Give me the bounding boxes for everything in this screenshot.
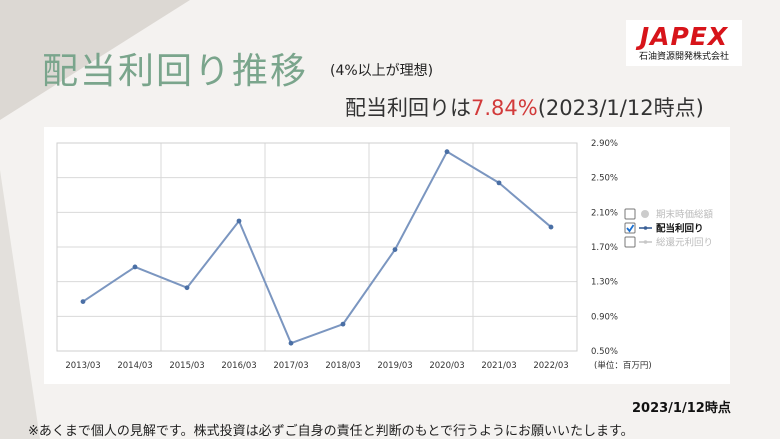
date-note: 2023/1/12時点 bbox=[632, 401, 731, 416]
page-title: 配当利回り推移 bbox=[42, 51, 309, 92]
unit-label: (単位：百万円) bbox=[594, 360, 652, 371]
headline: 配当利回りは7.84%(2023/1/12時点) bbox=[345, 92, 704, 122]
headline-suffix: (2023/1/12時点) bbox=[537, 96, 704, 120]
y-tick-label: 1.30% bbox=[591, 278, 618, 288]
disclaimer-footnote: ※あくまで個人の見解です。株式投資は必ずご自身の責任と判断のもとで行うようにお願… bbox=[28, 424, 634, 439]
page-subtitle: (4%以上が理想) bbox=[330, 63, 434, 79]
data-point bbox=[288, 340, 294, 346]
legend-label[interactable]: 配当利回り bbox=[656, 223, 704, 235]
legend-swatch-dot bbox=[643, 240, 648, 244]
headline-value: 7.84% bbox=[471, 96, 538, 120]
legend-label[interactable]: 総還元利回り bbox=[656, 237, 713, 249]
plot-border bbox=[56, 142, 578, 352]
data-point bbox=[184, 285, 190, 291]
legend-checkbox[interactable] bbox=[624, 208, 636, 220]
legend-check-mark bbox=[626, 224, 635, 233]
x-tick-label: 2014/03 bbox=[117, 361, 152, 371]
legend-checkbox[interactable] bbox=[624, 236, 636, 248]
x-tick-label: 2021/03 bbox=[481, 361, 516, 371]
y-tick-label: 0.50% bbox=[591, 347, 618, 357]
data-point bbox=[340, 321, 346, 327]
legend-swatch-dot bbox=[643, 226, 648, 230]
y-tick-label: 1.70% bbox=[591, 243, 618, 253]
y-tick-label: 2.50% bbox=[591, 174, 618, 184]
data-point bbox=[496, 180, 502, 186]
headline-prefix: 配当利回りは bbox=[345, 96, 471, 120]
logo-company-name: 石油資源開発株式会社 bbox=[638, 52, 729, 62]
x-tick-label: 2018/03 bbox=[325, 361, 360, 371]
data-point bbox=[392, 247, 398, 252]
y-tick-label: 2.90% bbox=[591, 139, 618, 149]
data-point bbox=[548, 224, 554, 230]
x-tick-label: 2022/03 bbox=[533, 361, 568, 371]
x-tick-label: 2013/03 bbox=[65, 361, 100, 371]
legend-swatch bbox=[641, 210, 649, 218]
series-line bbox=[82, 150, 552, 345]
dividend-yield-chart: 2.90% 2.50% 2.10% 1.70% 1.30% 0.90% 0.50% 2013/… bbox=[56, 139, 714, 371]
company-logo: JAPEX 石油資源開発株式会社 bbox=[626, 20, 742, 66]
data-point bbox=[444, 149, 450, 155]
x-tick-label: 2019/03 bbox=[377, 361, 412, 371]
legend-label[interactable]: 期末時価総額 bbox=[656, 209, 714, 221]
x-tick-label: 2017/03 bbox=[273, 361, 308, 371]
logo-wordmark: JAPEX bbox=[639, 22, 729, 51]
chart-panel: 2.90% 2.50% 2.10% 1.70% 1.30% 0.90% 0.50% 2013/… bbox=[44, 127, 730, 384]
data-point bbox=[80, 299, 86, 304]
data-point bbox=[132, 264, 138, 270]
y-tick-label: 0.90% bbox=[591, 312, 618, 322]
x-tick-label: 2016/03 bbox=[221, 361, 256, 371]
x-tick-label: 2015/03 bbox=[169, 361, 204, 371]
x-tick-label: 2020/03 bbox=[429, 361, 464, 371]
y-tick-label: 2.10% bbox=[591, 208, 618, 218]
data-point bbox=[236, 218, 242, 224]
